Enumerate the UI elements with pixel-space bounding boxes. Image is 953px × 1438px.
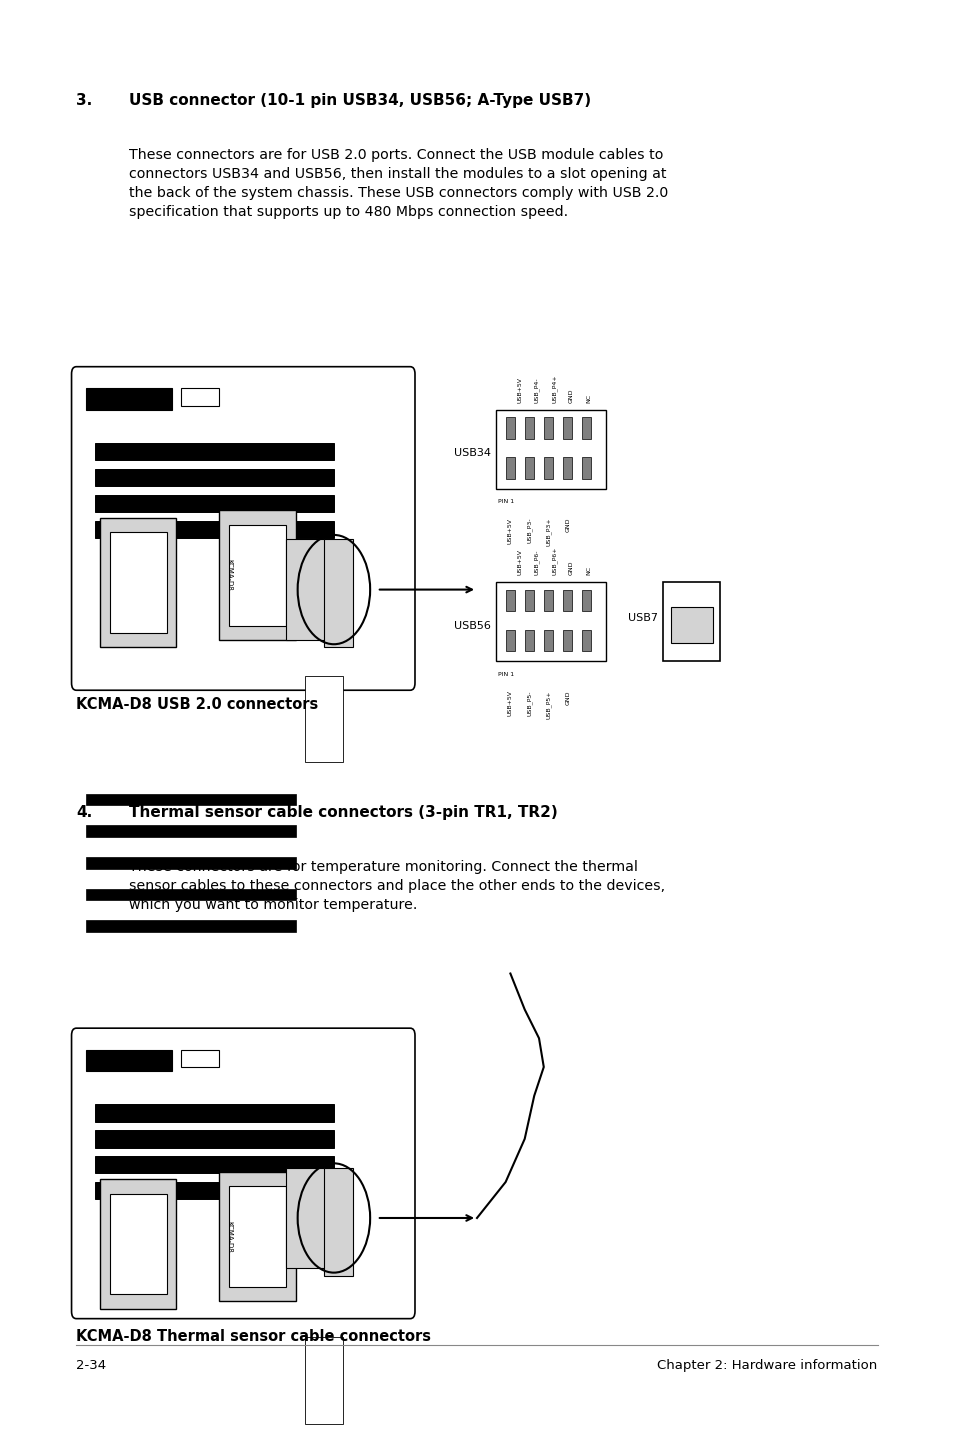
Text: These connectors are for USB 2.0 ports. Connect the USB module cables to
connect: These connectors are for USB 2.0 ports. … bbox=[129, 148, 667, 219]
Bar bbox=[95, 1156, 334, 1173]
Text: USB_P4+: USB_P4+ bbox=[551, 374, 557, 403]
Bar bbox=[305, 1337, 343, 1424]
Text: GND: GND bbox=[568, 388, 574, 403]
Bar bbox=[581, 457, 591, 479]
Bar bbox=[524, 417, 534, 439]
Bar bbox=[86, 1050, 172, 1071]
Bar bbox=[219, 510, 295, 640]
Bar bbox=[324, 539, 353, 647]
Bar bbox=[95, 1104, 334, 1122]
Bar bbox=[543, 630, 553, 651]
Bar bbox=[581, 590, 591, 611]
Bar bbox=[95, 1182, 334, 1199]
Bar bbox=[496, 410, 605, 489]
Bar bbox=[95, 521, 334, 538]
Text: KCMA-D8: KCMA-D8 bbox=[226, 1221, 232, 1252]
Bar bbox=[86, 857, 295, 869]
Bar bbox=[496, 582, 605, 661]
Bar bbox=[524, 590, 534, 611]
Text: USB connector (10-1 pin USB34, USB56; A-Type USB7): USB connector (10-1 pin USB34, USB56; A-… bbox=[129, 93, 590, 108]
Bar bbox=[181, 1050, 219, 1067]
FancyBboxPatch shape bbox=[71, 1028, 415, 1319]
Bar bbox=[543, 457, 553, 479]
Bar bbox=[86, 794, 295, 805]
Bar bbox=[95, 495, 334, 512]
Bar bbox=[543, 590, 553, 611]
Bar bbox=[229, 1186, 286, 1287]
Bar bbox=[110, 1194, 167, 1294]
Bar bbox=[286, 1168, 329, 1268]
Bar bbox=[86, 825, 295, 837]
Bar bbox=[95, 443, 334, 460]
Text: USB_P6+: USB_P6+ bbox=[551, 546, 557, 575]
Text: USB_P3+: USB_P3+ bbox=[545, 518, 551, 546]
Text: USB56: USB56 bbox=[454, 621, 491, 630]
Bar bbox=[86, 388, 172, 410]
Bar bbox=[562, 417, 572, 439]
Text: USB_P6-: USB_P6- bbox=[534, 549, 539, 575]
Text: NC: NC bbox=[585, 394, 591, 403]
FancyBboxPatch shape bbox=[71, 367, 415, 690]
Text: USB_P3-: USB_P3- bbox=[526, 518, 532, 544]
Bar bbox=[219, 1172, 295, 1301]
Bar bbox=[562, 457, 572, 479]
Text: GND: GND bbox=[564, 518, 570, 532]
Text: GND: GND bbox=[564, 690, 570, 705]
Text: USB+5V: USB+5V bbox=[507, 690, 513, 716]
Bar bbox=[181, 388, 219, 406]
Text: KCMA-D8: KCMA-D8 bbox=[226, 559, 232, 591]
Text: These connectors are for temperature monitoring. Connect the thermal
sensor cabl: These connectors are for temperature mon… bbox=[129, 860, 664, 912]
Text: KCMA-D8 Thermal sensor cable connectors: KCMA-D8 Thermal sensor cable connectors bbox=[76, 1329, 431, 1343]
Bar bbox=[100, 1179, 176, 1309]
Bar bbox=[662, 582, 720, 661]
Bar bbox=[562, 630, 572, 651]
Text: USB7: USB7 bbox=[628, 614, 658, 623]
Text: KCMA-D8 USB 2.0 connectors: KCMA-D8 USB 2.0 connectors bbox=[76, 697, 318, 712]
Text: USB+5V: USB+5V bbox=[507, 518, 513, 544]
Bar bbox=[86, 889, 295, 900]
Text: GND: GND bbox=[568, 561, 574, 575]
Text: USB_P5-: USB_P5- bbox=[526, 690, 532, 716]
Bar bbox=[505, 630, 515, 651]
Text: NC: NC bbox=[585, 567, 591, 575]
Text: 4.: 4. bbox=[76, 805, 92, 820]
Bar bbox=[229, 525, 286, 626]
Text: Thermal sensor cable connectors (3-pin TR1, TR2): Thermal sensor cable connectors (3-pin T… bbox=[129, 805, 557, 820]
Bar bbox=[581, 630, 591, 651]
Text: USB+5V: USB+5V bbox=[517, 549, 522, 575]
Bar bbox=[524, 630, 534, 651]
Bar bbox=[562, 590, 572, 611]
Bar bbox=[581, 417, 591, 439]
Bar bbox=[110, 532, 167, 633]
Bar bbox=[100, 518, 176, 647]
Bar bbox=[670, 607, 712, 643]
Text: 2-34: 2-34 bbox=[76, 1359, 107, 1372]
Bar bbox=[524, 457, 534, 479]
Bar bbox=[286, 539, 329, 640]
Text: Chapter 2: Hardware information: Chapter 2: Hardware information bbox=[657, 1359, 877, 1372]
Text: USB+5V: USB+5V bbox=[517, 377, 522, 403]
Bar bbox=[324, 1168, 353, 1276]
Text: USB_P4-: USB_P4- bbox=[534, 377, 539, 403]
Bar bbox=[86, 920, 295, 932]
Bar bbox=[505, 590, 515, 611]
Text: USB_P5+: USB_P5+ bbox=[545, 690, 551, 719]
Bar bbox=[505, 417, 515, 439]
Bar bbox=[95, 469, 334, 486]
Text: PIN 1: PIN 1 bbox=[497, 672, 514, 676]
Text: PIN 1: PIN 1 bbox=[497, 499, 514, 503]
Text: 3.: 3. bbox=[76, 93, 92, 108]
Bar bbox=[305, 676, 343, 762]
Bar bbox=[505, 457, 515, 479]
Text: USB34: USB34 bbox=[454, 449, 491, 457]
Bar bbox=[95, 1130, 334, 1148]
Bar bbox=[543, 417, 553, 439]
